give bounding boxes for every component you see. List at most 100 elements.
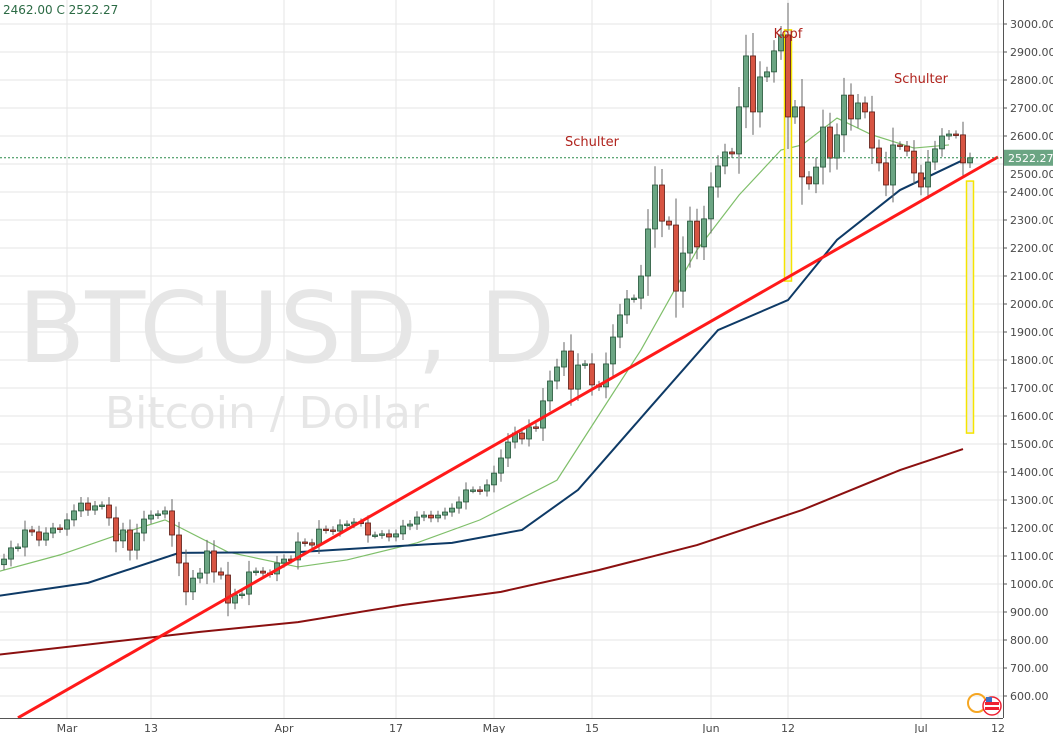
trendline-segment: [17, 155, 999, 720]
candle-up: [120, 529, 126, 542]
candle-up: [148, 514, 154, 520]
candle-up: [204, 550, 210, 574]
candle-up: [582, 363, 588, 366]
time-tick-label: Jul: [913, 722, 927, 733]
candle-up: [400, 525, 406, 535]
candle-up: [239, 593, 245, 596]
price-axis[interactable]: [1003, 0, 1053, 733]
candle-up: [554, 366, 560, 382]
candle-up: [834, 134, 840, 159]
candle-down: [386, 533, 392, 538]
candle-up: [316, 528, 322, 546]
candle-up: [715, 165, 721, 188]
price-tick-label: 1000.00: [1010, 578, 1053, 591]
time-tick-label: 17: [389, 722, 403, 733]
candle-down: [218, 571, 224, 576]
candle-down: [799, 106, 805, 178]
candle-up: [197, 572, 203, 579]
candle-down: [883, 162, 889, 186]
candle-down: [918, 172, 924, 188]
candle-down: [29, 529, 35, 533]
candle-up: [680, 252, 686, 292]
candle-up: [64, 519, 70, 530]
candle-up: [540, 400, 546, 429]
candle-up: [764, 71, 770, 78]
trendline[interactable]: [17, 155, 999, 720]
candle-up: [617, 314, 623, 338]
candle-up: [344, 523, 350, 526]
candle-up: [645, 228, 651, 277]
candle-up: [792, 106, 798, 118]
flag-icon[interactable]: [967, 693, 1002, 716]
measure-boxes[interactable]: [783, 29, 975, 434]
candle-down: [260, 570, 266, 574]
candle-down: [862, 102, 868, 113]
candle-down: [211, 550, 217, 573]
candle-up: [484, 484, 490, 492]
price-tick-label: 2600.00: [1010, 130, 1053, 143]
symbol-watermark: BTCUSD, D: [18, 272, 555, 386]
candle-up: [743, 55, 749, 108]
candle-down: [477, 489, 483, 492]
price-axis-ticks: 600.00 700.00 800.00 900.00 1000.00 1100.00 12…: [1003, 18, 1053, 703]
candle-up: [372, 534, 378, 537]
candle-down: [589, 363, 595, 386]
price-tick-label: 1400.00: [1010, 466, 1053, 479]
candle-up: [526, 426, 532, 440]
candle-down: [694, 220, 700, 248]
price-tick-label: 800.00: [1010, 634, 1049, 647]
last-price-label: 2522.27: [1004, 149, 1053, 166]
candle-up: [435, 514, 441, 519]
candle-down: [169, 510, 175, 536]
candle-up: [939, 135, 945, 150]
candle-up: [99, 504, 105, 507]
candle-up: [491, 472, 497, 486]
price-tick-label: 2900.00: [1010, 46, 1053, 59]
candle-up: [190, 577, 196, 593]
candle-up: [505, 441, 511, 459]
candle-up: [393, 533, 399, 538]
ohlc-legend: 2462.00 C 2522.27: [3, 3, 119, 17]
candle-up: [967, 157, 973, 164]
candle-down: [225, 574, 231, 604]
price-tick-label: 2800.00: [1010, 74, 1053, 87]
candle-up: [638, 275, 644, 299]
candle-down: [904, 145, 910, 152]
last-price-badge: [1004, 149, 1053, 166]
candle-up: [253, 570, 259, 574]
candle-up: [456, 501, 462, 509]
price-tick-label: 1100.00: [1010, 550, 1053, 563]
candle-down: [827, 126, 833, 159]
candle-down: [176, 534, 182, 564]
time-tick-label: 12: [781, 722, 795, 733]
candle-up: [547, 380, 553, 402]
candle-down: [673, 224, 679, 292]
price-tick-label: 1300.00: [1010, 494, 1053, 507]
candle-down: [785, 34, 791, 118]
annotation-label: Kopf: [774, 27, 803, 42]
candle-up: [498, 457, 504, 474]
price-tick-label: 1800.00: [1010, 354, 1053, 367]
candle-up: [722, 151, 728, 167]
candle-up: [701, 218, 707, 248]
candle-up: [141, 518, 147, 534]
candle-up: [15, 546, 21, 549]
candle-down: [330, 529, 336, 532]
candle-down: [848, 94, 854, 120]
candle-down: [127, 529, 133, 551]
candle-down: [960, 134, 966, 164]
price-tick-label: 2700.00: [1010, 102, 1053, 115]
price-tick-label: 1600.00: [1010, 410, 1053, 423]
candle-up: [92, 505, 98, 511]
candle-down: [533, 426, 539, 429]
candle-up: [946, 133, 952, 137]
candle-down: [309, 542, 315, 546]
candle-up: [337, 524, 343, 532]
candle-up: [841, 94, 847, 136]
candle-up: [624, 298, 630, 316]
candle-up: [71, 510, 77, 521]
candle-up: [43, 532, 49, 541]
candle-down: [659, 184, 665, 222]
candle-up: [50, 527, 56, 534]
